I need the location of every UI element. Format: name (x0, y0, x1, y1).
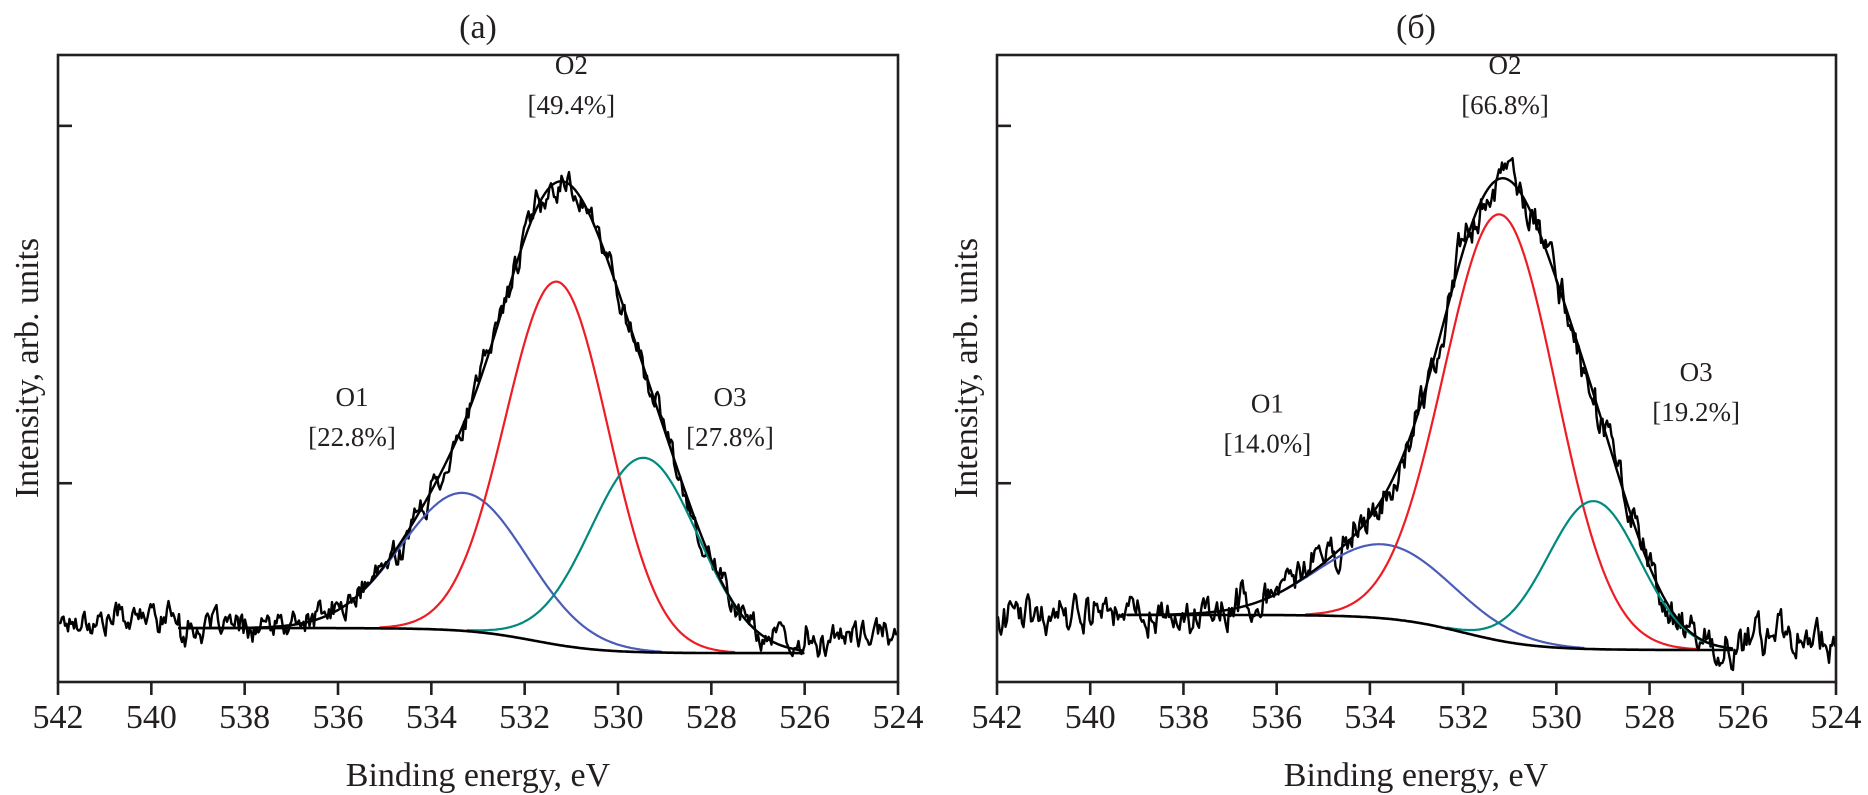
peak-label-o1: O1 (1251, 388, 1284, 418)
x-tick-label: 536 (1251, 699, 1302, 736)
panel-a-y-ticks (58, 124, 72, 485)
peak-label-o3: O3 (1680, 357, 1713, 387)
panel-b-title: (б) (1396, 9, 1436, 46)
panel-b-x-ticks: 542 540 538 536 534 532 530 528 526 524 (972, 682, 1862, 736)
panel-a-peak-labels: O1 [22.8%] O2 [49.4%] O3 [27.8%] (308, 50, 774, 452)
peak-percent-o2: [49.4%] (527, 90, 615, 120)
x-tick-label: 534 (1344, 699, 1395, 736)
experimental-spectrum-line (57, 170, 898, 658)
x-tick-label: 538 (219, 699, 270, 736)
peak-percent-o1: [22.8%] (308, 422, 396, 452)
panel-b: (б) 542 540 538 536 534 532 530 528 526 524 Bindi… (948, 9, 1862, 794)
panel-b-curves (996, 156, 1837, 672)
peak-percent-o3: [27.8%] (686, 422, 774, 452)
panel-a-x-axis-title: Binding energy, eV (346, 757, 611, 794)
component-o2-line (379, 280, 736, 654)
panel-a-curves (57, 170, 898, 658)
x-tick-label: 542 (972, 699, 1023, 736)
x-tick-label: 528 (1624, 699, 1675, 736)
panel-a-title: (a) (459, 9, 497, 46)
panel-a-plot-frame (56, 53, 900, 684)
peak-label-o2: O2 (1489, 50, 1522, 80)
x-tick-label: 534 (406, 699, 457, 736)
x-tick-label: 526 (779, 699, 830, 736)
panel-b-x-axis-title: Binding energy, eV (1284, 757, 1549, 794)
x-tick-label: 524 (1811, 699, 1862, 736)
x-tick-label: 530 (593, 699, 644, 736)
panel-a-x-ticks: 542 540 538 536 534 532 530 528 526 524 (33, 682, 924, 736)
panel-b-plot-frame (995, 53, 1838, 684)
x-tick-label: 540 (1065, 699, 1116, 736)
x-tick-label: 524 (873, 699, 924, 736)
panel-b-y-ticks (997, 124, 1011, 485)
peak-percent-o1: [14.0%] (1223, 428, 1311, 458)
peak-label-o1: O1 (336, 382, 369, 412)
panel-b-y-axis-title: Intensity, arb. units (948, 238, 985, 498)
panel-b-peak-labels: O1 [14.0%] O2 [66.8%] O3 [19.2%] (1223, 50, 1740, 459)
peak-label-o2: O2 (555, 50, 588, 80)
x-tick-label: 526 (1717, 699, 1768, 736)
peak-label-o3: O3 (714, 382, 747, 412)
background-baseline-line (178, 626, 805, 655)
x-tick-label: 532 (1438, 699, 1489, 736)
x-tick-label: 538 (1158, 699, 1209, 736)
x-tick-label: 532 (499, 699, 550, 736)
component-o3-line (1445, 500, 1734, 650)
x-tick-label: 530 (1531, 699, 1582, 736)
x-tick-label: 528 (686, 699, 737, 736)
panel-a: (a) 542 540 538 536 534 532 530 528 526 524 Bindi… (9, 9, 924, 794)
background-baseline-line (1126, 613, 1734, 652)
x-tick-label: 540 (126, 699, 177, 736)
peak-percent-o2: [66.8%] (1461, 90, 1549, 120)
component-o2-line (1304, 213, 1698, 651)
fit-envelope-line (1126, 176, 1734, 650)
panel-a-y-axis-title: Intensity, arb. units (9, 238, 46, 498)
x-tick-label: 536 (313, 699, 364, 736)
component-o3-line (466, 456, 805, 652)
peak-percent-o3: [19.2%] (1652, 397, 1740, 427)
fit-envelope-line (178, 180, 805, 652)
x-tick-label: 542 (33, 699, 84, 736)
